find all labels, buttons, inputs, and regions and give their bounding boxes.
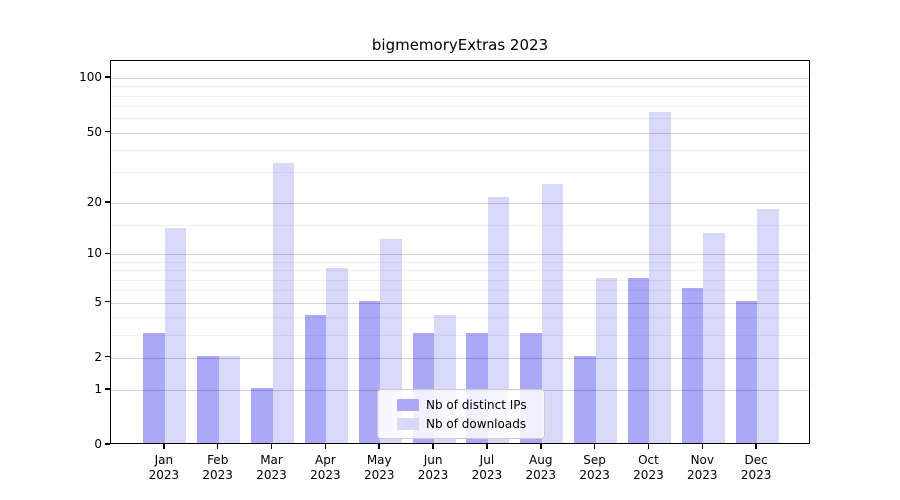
y-tick-label: 50 bbox=[86, 124, 102, 139]
x-tick-mark bbox=[270, 444, 273, 449]
y-tick-mark bbox=[105, 76, 110, 78]
bar-downloads-apr bbox=[326, 268, 348, 443]
y-tick-label: 1 bbox=[94, 381, 102, 396]
bar-downloads-jan bbox=[164, 227, 187, 443]
bar-downloads-jul bbox=[487, 197, 510, 443]
y-tick-label: 100 bbox=[79, 70, 102, 85]
bar-downloads-dec bbox=[757, 209, 779, 443]
legend-swatch-distinct-ips bbox=[397, 398, 419, 411]
bar-distinct-ips-nov bbox=[681, 288, 704, 443]
bar-downloads-aug bbox=[541, 184, 564, 443]
y-tick-mark bbox=[105, 355, 110, 358]
bar-distinct-ips-oct bbox=[627, 277, 650, 443]
x-tick-label-feb: Feb 2023 bbox=[202, 453, 233, 482]
x-tick-label-jan: Jan 2023 bbox=[148, 453, 180, 482]
x-tick-label-jun: Jun 2023 bbox=[417, 453, 449, 482]
bar-distinct-ips-mar bbox=[251, 387, 273, 443]
x-tick-label-aug: Aug 2023 bbox=[525, 453, 557, 482]
y-tick-label: 10 bbox=[86, 246, 102, 261]
x-tick-mark bbox=[540, 444, 542, 449]
bar-distinct-ips-sep bbox=[574, 355, 596, 443]
chart-title: bigmemoryExtras 2023 bbox=[371, 36, 549, 54]
bar-downloads-sep bbox=[595, 277, 618, 443]
y-axis: 0 1 2 5 10 20 50 100 bbox=[0, 0, 102, 500]
x-tick-mark bbox=[486, 444, 488, 449]
legend-item-distinct-ips: Nb of distinct IPs bbox=[397, 398, 534, 412]
y-tick-mark bbox=[105, 252, 110, 255]
x-tick-label-may: May 2023 bbox=[363, 453, 395, 482]
y-tick-mark bbox=[105, 130, 110, 133]
x-tick-label-oct: Oct 2023 bbox=[633, 453, 664, 482]
x-tick-label-apr: Apr 2023 bbox=[310, 453, 341, 482]
bar-distinct-ips-dec bbox=[735, 300, 758, 443]
x-tick-mark bbox=[593, 444, 596, 449]
x-tick-mark bbox=[755, 444, 757, 449]
y-tick-mark bbox=[105, 443, 110, 445]
bar-distinct-ips-may bbox=[358, 300, 381, 443]
y-tick-mark bbox=[105, 300, 110, 303]
bar-downloads-nov bbox=[703, 233, 725, 443]
x-tick-label-nov: Nov 2023 bbox=[687, 453, 718, 482]
x-tick-label-mar: Mar 2023 bbox=[256, 453, 287, 482]
x-tick-mark bbox=[216, 444, 219, 449]
x-tick-label-sep: Sep 2023 bbox=[579, 453, 610, 482]
x-tick-mark bbox=[378, 444, 380, 449]
y-tick-label: 20 bbox=[86, 195, 102, 210]
plot-area: Nb of distinct IPs Nb of downloads bbox=[110, 60, 810, 444]
bar-distinct-ips-feb bbox=[197, 355, 219, 443]
legend: Nb of distinct IPs Nb of downloads bbox=[377, 389, 545, 439]
x-tick-label-dec: Dec 2023 bbox=[740, 453, 772, 482]
bar-distinct-ips-apr bbox=[304, 315, 327, 443]
legend-label-downloads: Nb of downloads bbox=[426, 416, 527, 431]
bar-downloads-feb bbox=[218, 355, 241, 443]
x-tick-mark bbox=[432, 444, 434, 449]
y-tick-mark bbox=[105, 201, 110, 203]
x-tick-label-jul: Jul 2023 bbox=[471, 453, 503, 482]
y-tick-label: 0 bbox=[94, 437, 102, 451]
legend-item-downloads: Nb of downloads bbox=[397, 417, 534, 431]
bars-layer bbox=[111, 61, 809, 443]
y-tick-label: 2 bbox=[94, 349, 102, 364]
x-tick-mark bbox=[647, 444, 650, 449]
legend-swatch-downloads bbox=[397, 417, 419, 430]
y-tick-mark bbox=[105, 388, 110, 390]
bar-downloads-mar bbox=[272, 162, 295, 443]
x-tick-mark bbox=[324, 444, 327, 449]
y-tick-label: 5 bbox=[94, 294, 102, 309]
bar-downloads-oct bbox=[649, 112, 671, 443]
bar-distinct-ips-jan bbox=[143, 332, 165, 443]
x-tick-mark bbox=[163, 444, 165, 449]
x-tick-mark bbox=[701, 444, 704, 449]
legend-label-distinct-ips: Nb of distinct IPs bbox=[426, 397, 527, 412]
